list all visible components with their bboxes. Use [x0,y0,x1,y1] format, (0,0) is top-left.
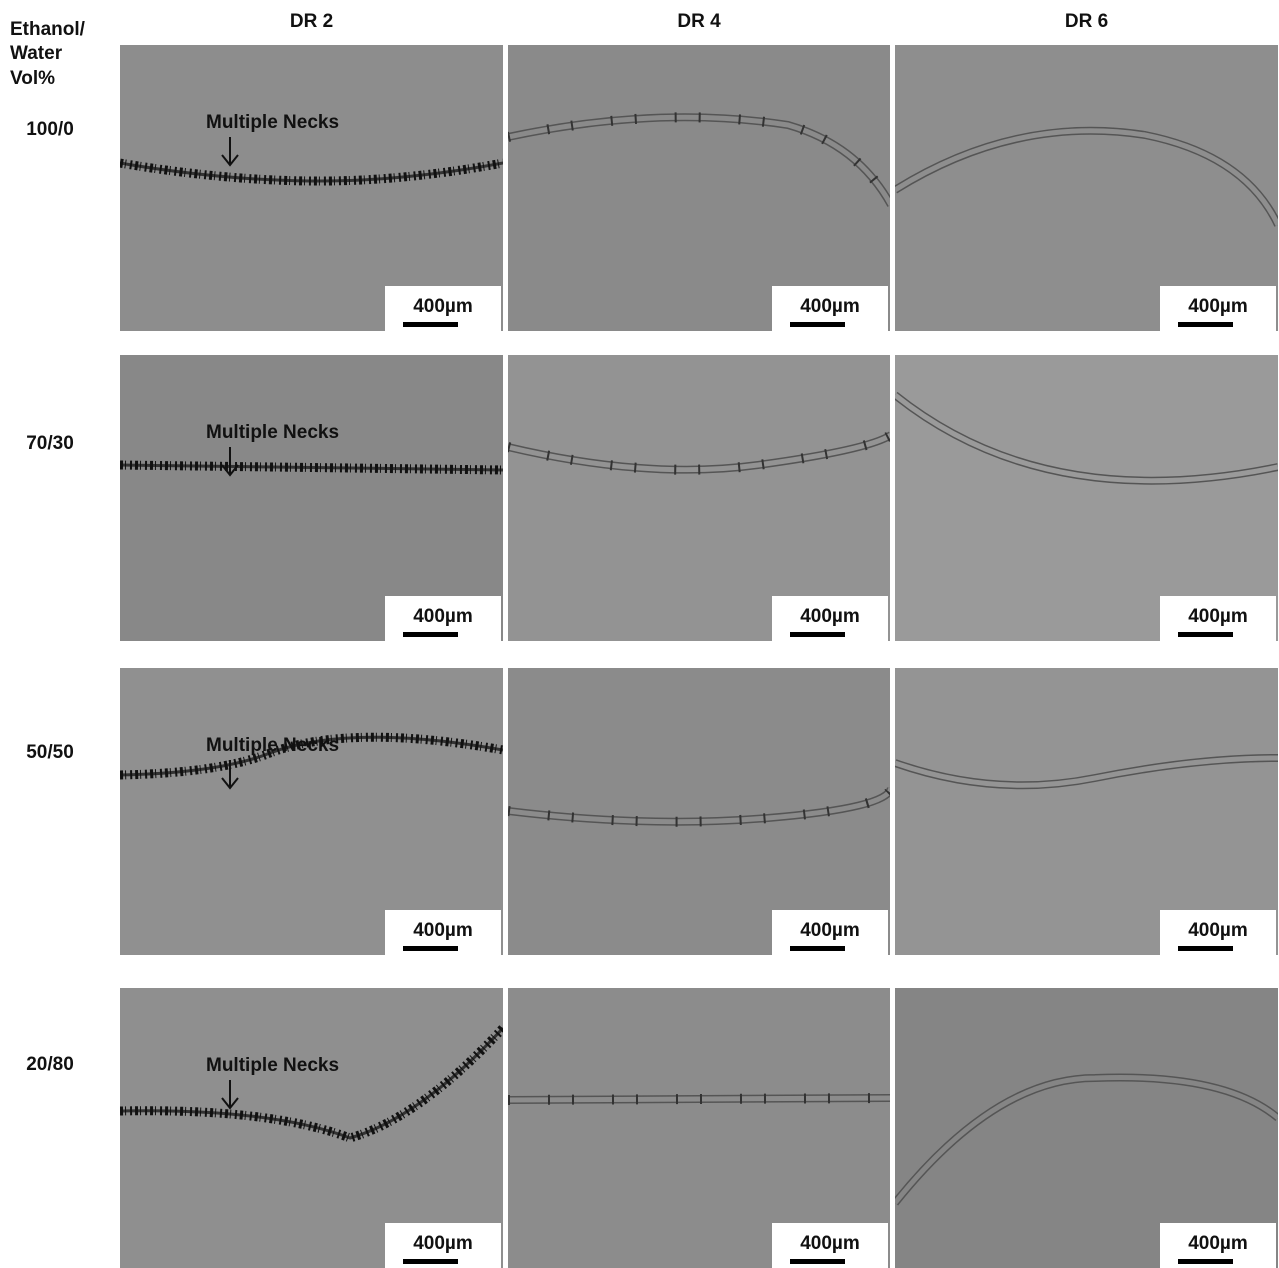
micrograph-panel: 400µm [508,668,891,955]
scale-label: 400µm [413,920,473,941]
micrograph-panel: Multiple Necks 400µm [120,668,503,955]
scale-bar [1178,632,1233,637]
micrograph-panel: 400µm [895,668,1278,955]
fiber-group [508,1098,891,1100]
corner-label: Water [10,43,63,64]
scale-label: 400µm [1188,920,1248,941]
micrograph-panel: 400µm [508,988,891,1268]
micrograph-panel: 400µm [895,355,1278,641]
scale-label: 400µm [413,296,473,317]
row-label: 100/0 [26,119,74,140]
scale-label: 400µm [800,920,860,941]
annotation: Multiple Necks [206,735,339,756]
annotation: Multiple Necks [206,422,339,443]
row-label: 70/30 [26,433,74,454]
micrograph-panel: 400µm [508,45,891,331]
micrograph-panel: Multiple Necks 400µm [120,45,503,331]
fiber-core [508,1098,891,1100]
figure: Ethanol/ Water Vol% DR 2 DR 4 DR 6 100/0 Mul… [0,0,1279,1268]
row-label: 20/80 [26,1054,74,1075]
column-header: DR 4 [677,11,721,32]
micrograph-panel: 400µm [895,45,1278,331]
scale-label: 400µm [800,606,860,627]
column-header: DR 2 [290,11,333,32]
scale-label: 400µm [1188,606,1248,627]
column-header: DR 6 [1065,11,1108,32]
micrograph-panel: 400µm [895,988,1278,1268]
scale-bar [403,632,458,637]
corner-label: Ethanol/ [10,19,86,40]
annotation: Multiple Necks [206,112,339,133]
scale-bar [1178,322,1233,327]
row-label: 50/50 [26,742,74,763]
scale-bar [1178,946,1233,951]
scale-label: 400µm [1188,1233,1248,1254]
scale-label: 400µm [413,1233,473,1254]
scale-bar [790,1259,845,1264]
micrograph-panel: Multiple Necks 400µm [120,988,503,1268]
scale-bar [403,322,458,327]
micrograph-panel: 400µm [508,355,891,641]
scale-bar [1178,1259,1233,1264]
scale-bar [790,946,845,951]
corner-label: Vol% [10,68,55,89]
scale-label: 400µm [800,1233,860,1254]
scale-label: 400µm [800,296,860,317]
scale-bar [790,322,845,327]
annotation: Multiple Necks [206,1055,339,1076]
micrograph-panel: Multiple Necks 400µm [120,355,503,641]
scale-bar [403,1259,458,1264]
scale-label: 400µm [413,606,473,627]
scale-label: 400µm [1188,296,1248,317]
scale-bar [403,946,458,951]
scale-bar [790,632,845,637]
